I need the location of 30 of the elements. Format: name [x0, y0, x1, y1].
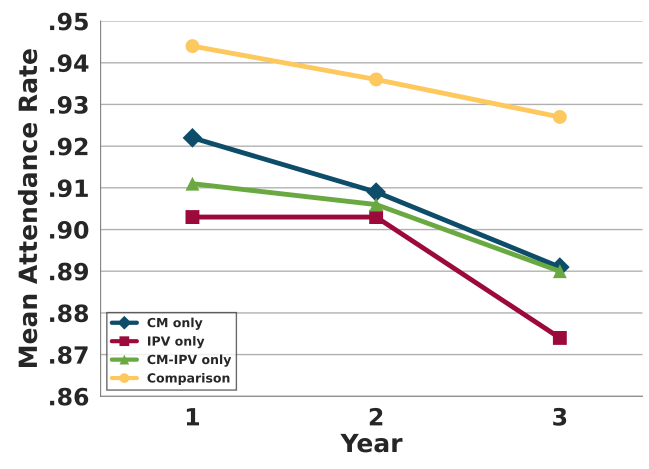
- x-axis-title: Year: [340, 434, 402, 452]
- x-tick-label: 1: [186, 408, 200, 426]
- y-tick-label: .92: [50, 138, 88, 156]
- y-tick-label: .87: [50, 346, 88, 364]
- point: [369, 198, 384, 212]
- x-tick-label: 2: [370, 408, 382, 426]
- point: [552, 330, 567, 345]
- y-tick-label: .95: [50, 12, 88, 30]
- y-tick-label: .94: [50, 54, 88, 72]
- y-tick-label: .90: [50, 220, 88, 239]
- point: [186, 176, 200, 191]
- y-axis-title: Mean Attendance Rate: [18, 49, 38, 368]
- y-tick-label: .88: [50, 304, 88, 322]
- point: [369, 210, 384, 224]
- legend-label: Comparison: [147, 372, 230, 386]
- y-tick-label: .91: [50, 179, 88, 198]
- legend-label: CM-IPV only: [147, 354, 232, 367]
- y-tick-label: .86: [50, 388, 88, 406]
- point: [366, 182, 386, 202]
- point: [182, 128, 202, 148]
- point: [369, 72, 384, 86]
- point: [186, 210, 200, 224]
- point: [552, 110, 567, 124]
- legend-label: CM only: [147, 318, 202, 330]
- y-tick-label: .89: [50, 262, 88, 281]
- y-tick-label: .93: [50, 96, 88, 114]
- point: [552, 264, 567, 278]
- point: [186, 39, 200, 54]
- x-tick-label: 3: [553, 408, 566, 426]
- legend-label: IPV only: [148, 336, 204, 348]
